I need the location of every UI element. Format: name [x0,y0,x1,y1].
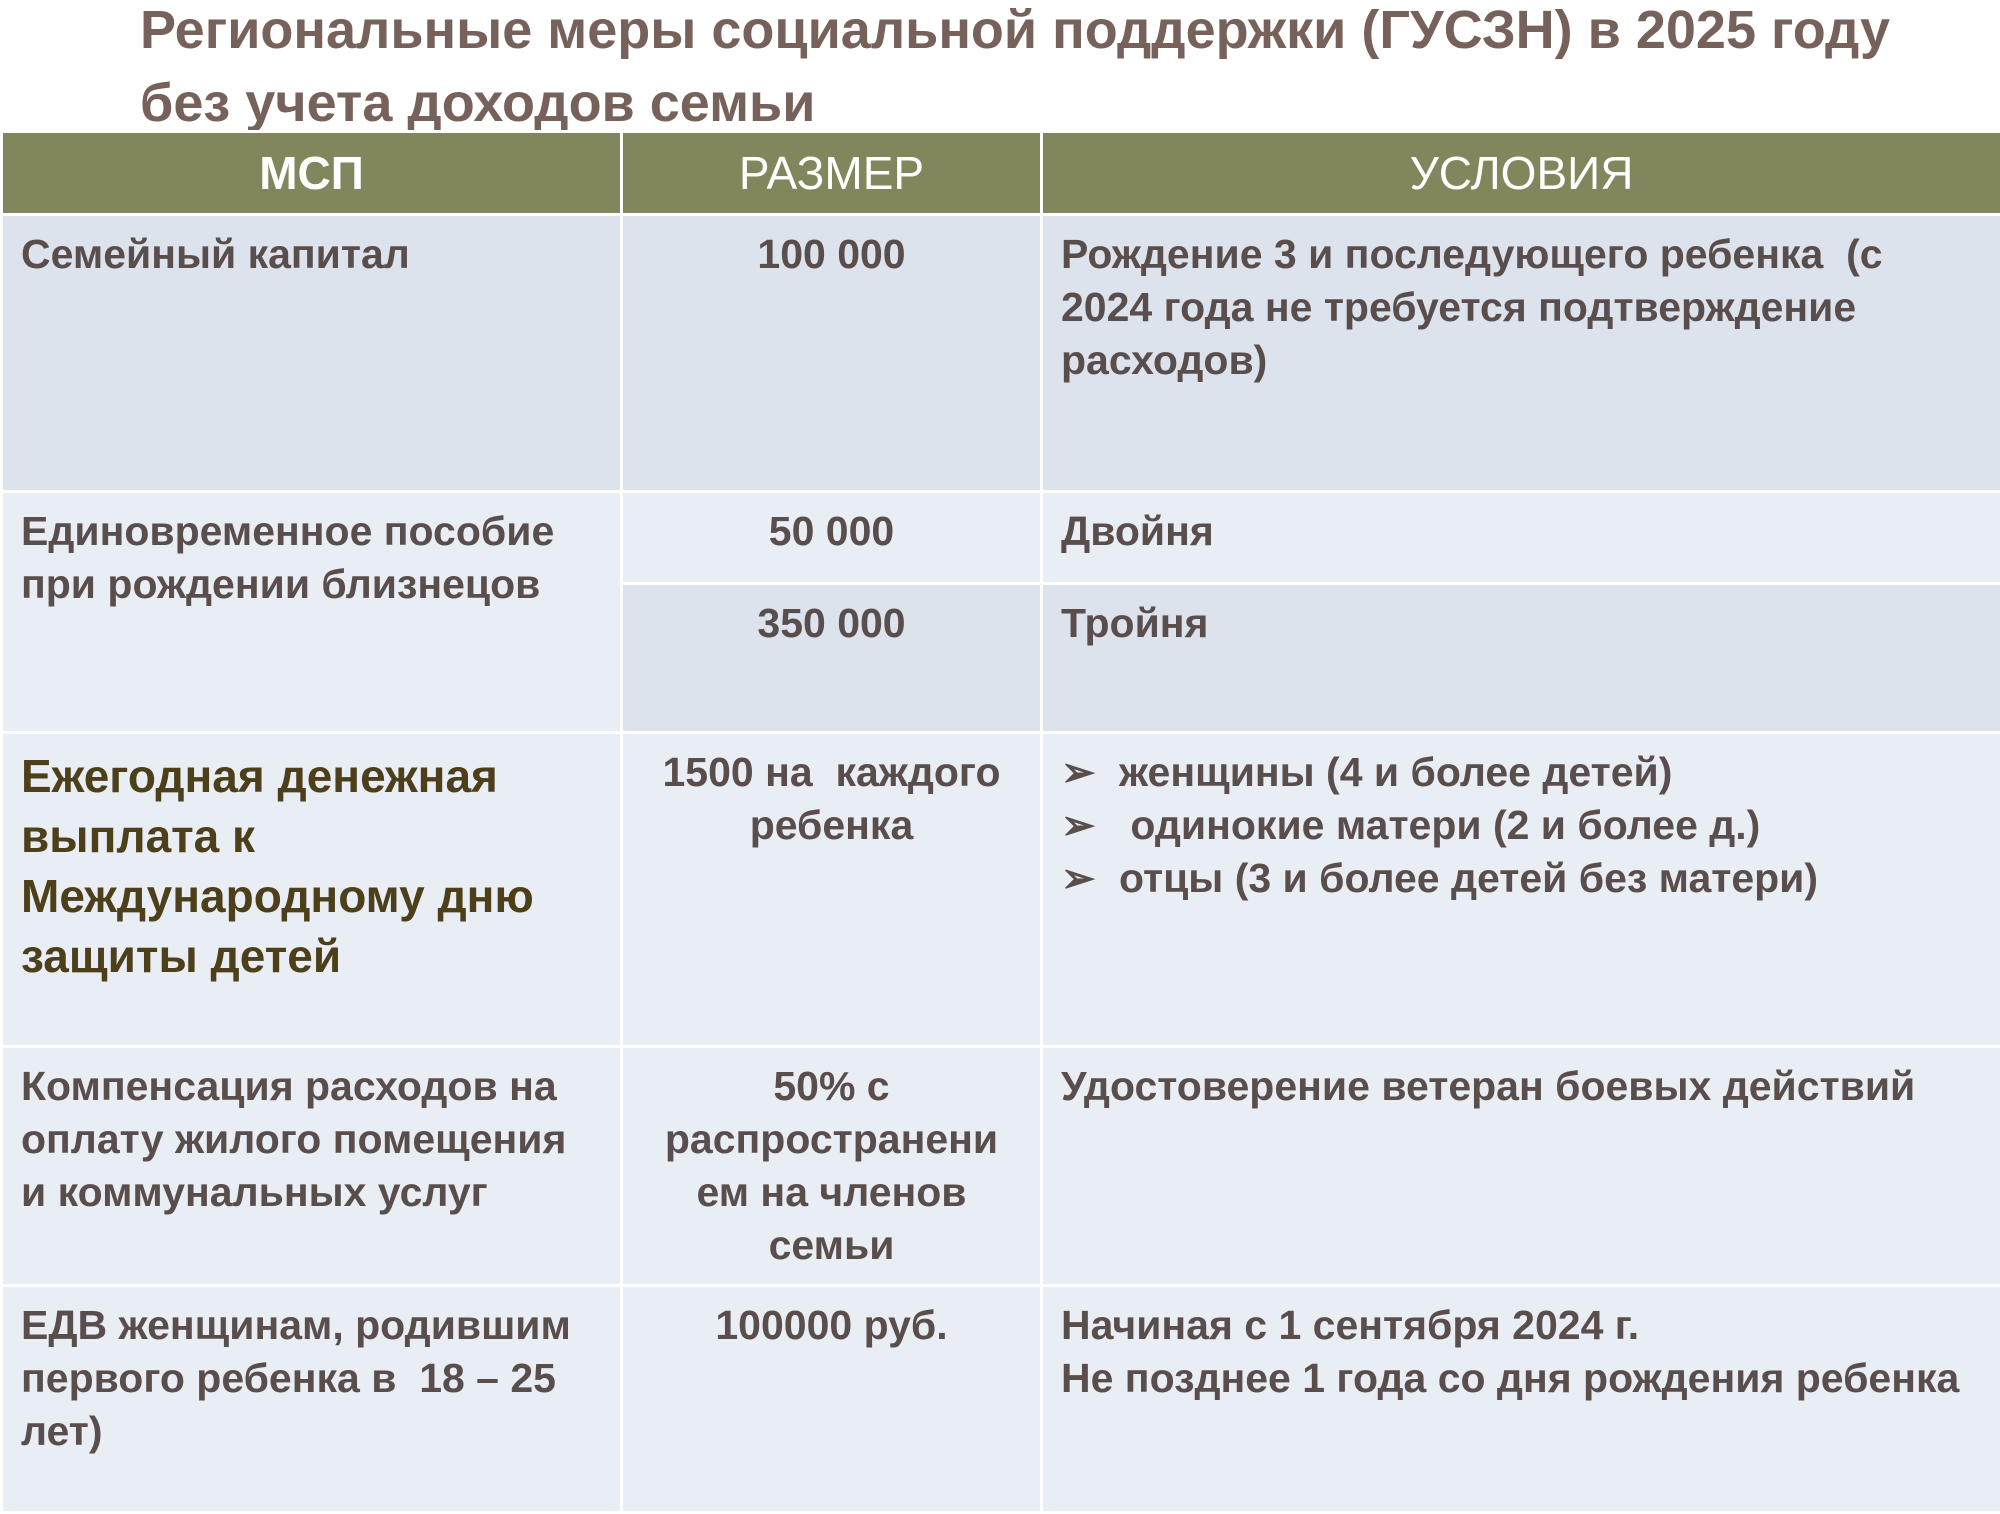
size-cell: 350 000 [622,584,1042,733]
list-item: ➢ одинокие матери (2 и более д.) [1061,799,1982,852]
conditions-list: ➢ женщины (4 и более детей) ➢ одинокие ма… [1061,746,1982,905]
conditions-line: Начиная с 1 сентября 2024 г. [1061,1299,1982,1352]
arrow-bullet-icon: ➢ [1061,799,1097,852]
list-item-text: женщины (4 и более детей) [1119,746,1672,799]
support-measures-table: МСП РАЗМЕР УСЛОВИЯ Семейный капитал 100 … [0,130,2000,1514]
header-measure: МСП [2,132,622,215]
measure-cell: ЕДВ женщинам, родившим первого ребенка в… [2,1286,622,1513]
conditions-cell: Тройня [1042,584,2000,733]
arrow-bullet-icon: ➢ [1061,746,1097,799]
measure-cell: Компенсация расходов на оплату жилого по… [2,1047,622,1286]
size-cell: 50 000 [622,492,1042,584]
conditions-cell: Начиная с 1 сентября 2024 г. Не позднее … [1042,1286,2000,1513]
list-item-text: отцы (3 и более детей без матери) [1119,852,1818,905]
measure-cell: Семейный капитал [2,215,622,492]
table-row: Семейный капитал 100 000 Рождение 3 и по… [2,215,2000,492]
conditions-line: Не позднее 1 года со дня рождения ребенк… [1061,1352,1982,1405]
measure-cell: Ежегодная денежная выплата к Международн… [2,733,622,1047]
table-row: ЕДВ женщинам, родившим первого ребенка в… [2,1286,2000,1513]
conditions-cell: Удостоверение ветеран боевых действий [1042,1047,2000,1286]
list-item-text: одинокие матери (2 и более д.) [1119,799,1760,852]
header-conditions: УСЛОВИЯ [1042,132,2000,215]
table-row: Компенсация расходов на оплату жилого по… [2,1047,2000,1286]
conditions-cell: Двойня [1042,492,2000,584]
size-cell: 50% с распространени ем на членов семьи [622,1047,1042,1286]
table-row: Единовременное пособие при рождении близ… [2,492,2000,584]
table-header-row: МСП РАЗМЕР УСЛОВИЯ [2,132,2000,215]
size-cell: 100 000 [622,215,1042,492]
conditions-cell: ➢ женщины (4 и более детей) ➢ одинокие ма… [1042,733,2000,1047]
size-cell: 1500 на каждого ребенка [622,733,1042,1047]
size-cell: 100000 руб. [622,1286,1042,1513]
list-item: ➢ отцы (3 и более детей без матери) [1061,852,1982,905]
header-size: РАЗМЕР [622,132,1042,215]
table-row: Ежегодная денежная выплата к Международн… [2,733,2000,1047]
arrow-bullet-icon: ➢ [1061,852,1097,905]
conditions-cell: Рождение 3 и последующего ребенка (с 202… [1042,215,2000,492]
list-item: ➢ женщины (4 и более детей) [1061,746,1982,799]
measure-cell: Единовременное пособие при рождении близ… [2,492,622,733]
page-title: Региональные меры социальной поддержки (… [140,0,1980,140]
